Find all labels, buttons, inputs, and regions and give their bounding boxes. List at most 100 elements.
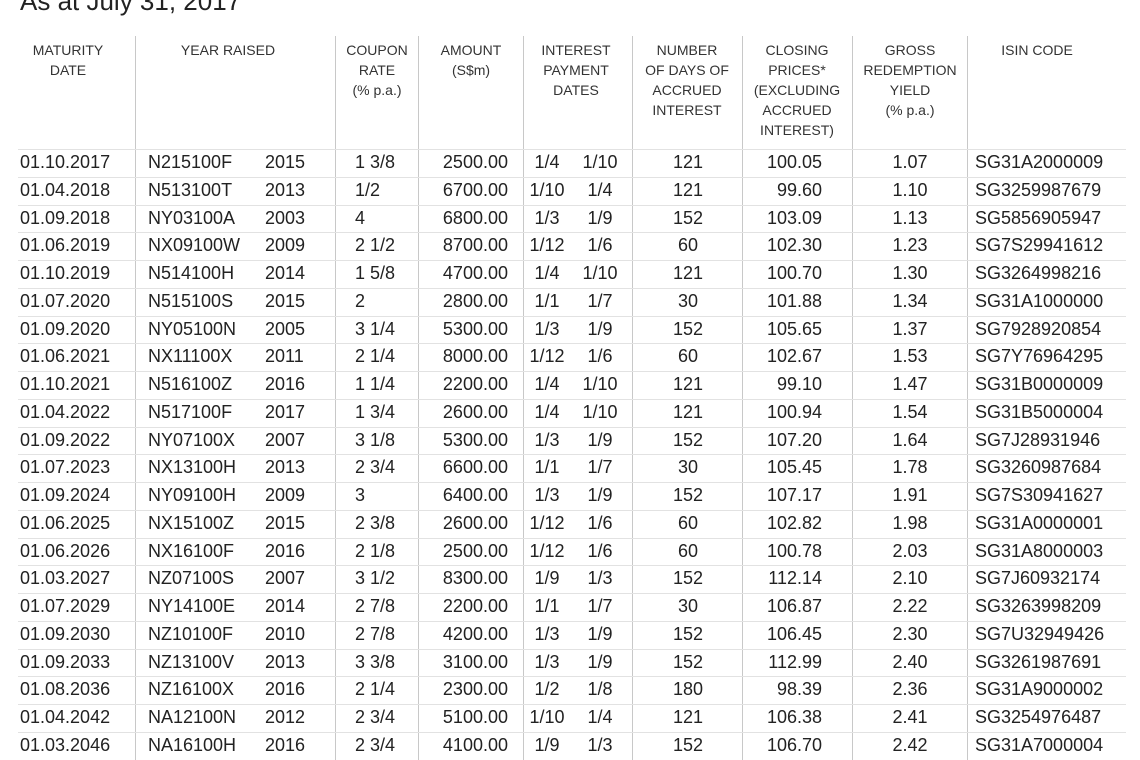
- table-cell: NX16100F: [148, 540, 235, 561]
- table-cell: N215100F: [148, 152, 233, 172]
- row-divider: [18, 482, 1126, 484]
- column-header: ISIN CODE: [1001, 42, 1073, 58]
- column-divider: [742, 36, 743, 760]
- table-cell: 1/3: [534, 318, 560, 339]
- table-cell: 1/7: [587, 457, 613, 478]
- table-cell: 2010: [265, 623, 306, 644]
- table-cell: 1/4: [534, 263, 560, 284]
- table-cell: 102.30: [766, 235, 822, 256]
- column-divider: [523, 36, 524, 760]
- table-cell: 1.13: [892, 207, 928, 228]
- table-cell: 01.09.2030: [20, 623, 111, 644]
- table-cell: 2 7/8: [355, 596, 396, 617]
- table-cell: 1/9: [534, 568, 560, 589]
- table-cell: 121: [672, 263, 704, 284]
- table-cell: SG31A7000004: [975, 734, 1104, 755]
- table-cell: 4200.00: [442, 623, 508, 644]
- column-header: PRICES*: [768, 62, 826, 78]
- table-cell: 2500.00: [442, 540, 508, 561]
- table-cell: 01.06.2019: [20, 235, 111, 256]
- table-cell: 1/3: [587, 734, 613, 755]
- table-cell: 3: [355, 485, 366, 506]
- table-cell: 1.54: [892, 401, 928, 422]
- table-cell: 2 3/8: [355, 512, 396, 533]
- table-cell: 1/6: [587, 540, 613, 561]
- table-cell: 152: [672, 429, 704, 450]
- table-cell: 1/7: [587, 290, 613, 311]
- table-cell: 2016: [265, 540, 306, 561]
- table-cell: 1/3: [534, 207, 560, 228]
- table-cell: 1.10: [892, 179, 928, 200]
- table-cell: SG3264998216: [975, 263, 1102, 284]
- table-cell: 2 3/4: [355, 734, 396, 755]
- table-cell: 4: [355, 207, 366, 228]
- table-cell: 4100.00: [442, 734, 508, 755]
- row-divider: [18, 704, 1126, 706]
- row-divider: [18, 620, 1126, 622]
- table-cell: SG31B0000009: [975, 374, 1104, 395]
- table-cell: 1/9: [587, 429, 613, 450]
- table-cell: SG7J28931946: [975, 429, 1101, 450]
- table-cell: 1/9: [587, 485, 613, 506]
- table-cell: SG31A9000002: [975, 679, 1104, 700]
- table-cell: 1.64: [892, 429, 928, 450]
- table-cell: 8000.00: [442, 346, 508, 367]
- table-cell: 99.10: [776, 374, 822, 395]
- table-cell: 01.06.2021: [20, 346, 111, 367]
- table-cell: 5300.00: [442, 318, 508, 339]
- row-divider: [18, 509, 1126, 511]
- table-cell: 1/2: [534, 679, 560, 700]
- table-cell: N515100S: [148, 290, 234, 311]
- table-cell: SG7928920854: [975, 318, 1102, 339]
- table-cell: 2200.00: [442, 374, 508, 395]
- column-header: INTEREST: [652, 102, 722, 118]
- table-cell: 3 1/8: [355, 429, 396, 450]
- table-cell: SG3259987679: [975, 179, 1102, 200]
- table-cell: 1/3: [587, 568, 613, 589]
- table-cell: SG7S29941612: [975, 235, 1104, 256]
- table-cell: 1/9: [534, 734, 560, 755]
- table-cell: 98.39: [776, 679, 822, 700]
- table-cell: 2.40: [892, 651, 928, 672]
- table-cell: 6600.00: [442, 457, 508, 478]
- table-cell: 01.07.2023: [20, 457, 111, 478]
- table-cell: 2017: [265, 401, 306, 422]
- table-cell: 1/10: [582, 401, 618, 422]
- column-divider: [135, 36, 136, 760]
- table-cell: SG3261987691: [975, 651, 1102, 672]
- table-cell: 8700.00: [442, 235, 508, 256]
- table-cell: 180: [672, 679, 704, 700]
- table-cell: N516100Z: [148, 374, 233, 395]
- column-header: YEAR RAISED: [180, 42, 276, 58]
- table-cell: 2015: [265, 290, 306, 311]
- table-cell: 2011: [265, 346, 304, 367]
- table-cell: N513100T: [148, 179, 233, 200]
- table-cell: NY14100E: [148, 596, 236, 617]
- column-divider: [852, 36, 853, 760]
- row-divider: [18, 537, 1126, 539]
- table-cell: 2 1/4: [355, 346, 396, 367]
- table-cell: NX13100H: [148, 457, 237, 478]
- table-cell: 6700.00: [442, 179, 508, 200]
- table-cell: 1.98: [892, 512, 928, 533]
- table-cell: 1/1: [534, 457, 560, 478]
- column-header: INTEREST): [760, 122, 834, 138]
- table-cell: 3 1/4: [355, 318, 396, 339]
- table-cell: 103.09: [766, 207, 822, 228]
- table-cell: 1/4: [534, 374, 560, 395]
- column-header: YIELD: [889, 82, 931, 98]
- table-cell: NY03100A: [148, 207, 236, 228]
- table-cell: 2600.00: [442, 401, 508, 422]
- table-cell: 1/12: [529, 512, 565, 533]
- row-divider: [18, 176, 1126, 178]
- table-cell: 152: [672, 568, 704, 589]
- column-header: CLOSING: [765, 42, 829, 58]
- table-cell: 60: [677, 346, 699, 367]
- table-cell: SG31B5000004: [975, 401, 1104, 422]
- table-cell: 2.10: [892, 568, 928, 589]
- table-cell: 105.45: [766, 457, 822, 478]
- table-cell: 2005: [265, 318, 306, 339]
- table-cell: 1.23: [892, 235, 928, 256]
- table-cell: 2 1/4: [355, 679, 396, 700]
- table-cell: 121: [672, 152, 704, 172]
